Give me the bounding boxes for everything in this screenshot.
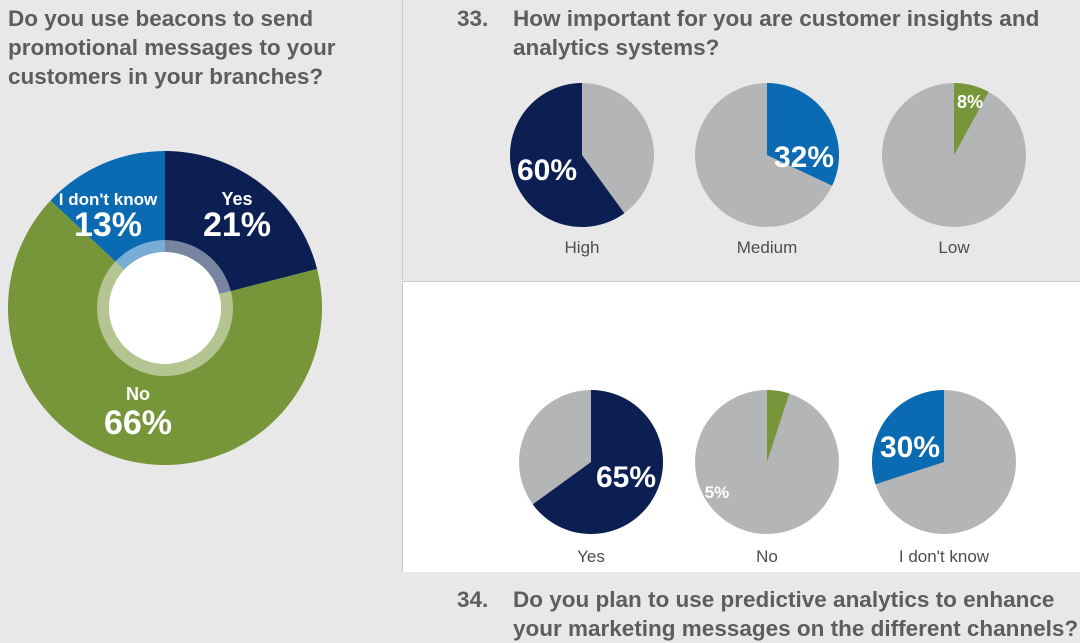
donut-slice-i-don-t-know bbox=[50, 151, 165, 270]
q34-pie-slice-i-don-t-know bbox=[872, 390, 944, 485]
q33-pie-slice-medium bbox=[767, 83, 839, 186]
q34-pie-category-yes: Yes bbox=[577, 547, 605, 566]
q33-number: 33. bbox=[457, 6, 489, 31]
donut-value-no: 66% bbox=[104, 404, 172, 442]
donut-hole bbox=[109, 252, 221, 364]
donut-label-i-don-t-know: I don't know bbox=[59, 190, 158, 209]
q33-pie-value-low: 8% bbox=[957, 92, 983, 112]
q33-question: 33. How important for you are customer i… bbox=[457, 4, 1077, 62]
donut-inner-ring bbox=[97, 240, 233, 376]
donut-value-yes: 21% bbox=[203, 206, 271, 244]
q33-pie-category-high: High bbox=[565, 238, 600, 257]
donut-label-yes: Yes bbox=[221, 189, 252, 209]
q33-pie-value-high: 60% bbox=[517, 154, 577, 187]
q34-pie-slice-yes bbox=[532, 390, 663, 534]
q34-pie-category-no: No bbox=[756, 547, 778, 566]
q34-question: 34. Do you plan to use predictive analyt… bbox=[457, 585, 1080, 643]
donut-label-no: No bbox=[126, 384, 150, 404]
q33-pie-category-medium: Medium bbox=[737, 238, 797, 257]
donut-slice-no bbox=[8, 200, 323, 465]
q34-pie-value-i-don-t-know: 30% bbox=[880, 431, 940, 464]
q34-pie-value-yes: 65% bbox=[596, 461, 656, 494]
q34-pie-value-no: 5% bbox=[705, 483, 730, 502]
donut-value-i-don-t-know: 13% bbox=[74, 206, 142, 244]
donut-slice-yes bbox=[165, 151, 318, 295]
q33-pie-category-low: Low bbox=[938, 238, 970, 257]
q33-pie-slice-low bbox=[954, 83, 989, 155]
q34-number: 34. bbox=[457, 587, 489, 612]
q33-pie-value-medium: 32% bbox=[774, 141, 834, 174]
q34-pie-category-i-don-t-know: I don't know bbox=[899, 547, 990, 566]
q34-pie-slice-no bbox=[767, 390, 790, 462]
q33-pie-slice-high bbox=[510, 83, 625, 227]
beacons-question: Do you use beacons to send promotional m… bbox=[8, 6, 336, 89]
q34-text: Do you plan to use predictive analytics … bbox=[513, 587, 1079, 641]
q33-text: How important for you are customer insig… bbox=[513, 6, 1040, 60]
